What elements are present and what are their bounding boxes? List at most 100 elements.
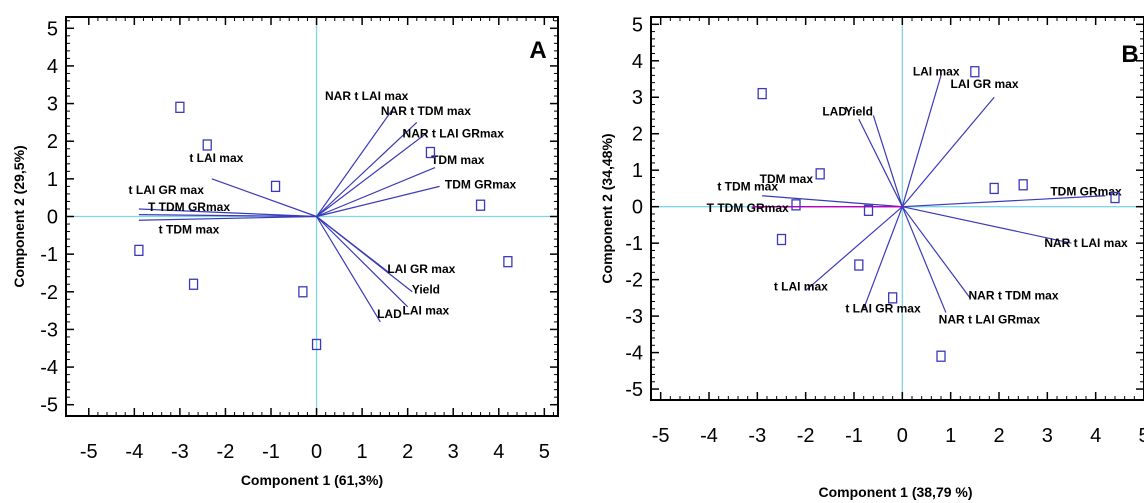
y-axis-title: Component 2 (34,48%) <box>599 133 615 283</box>
y-tick-label: -1 <box>625 233 643 255</box>
x-tick-label: -5 <box>80 441 98 463</box>
y-tick-label: -3 <box>625 306 643 328</box>
y-tick-label: -3 <box>40 319 58 341</box>
y-tick-label: 5 <box>47 18 58 40</box>
y-tick-label: 5 <box>632 14 643 36</box>
score-point <box>175 101 185 113</box>
score-point <box>503 256 513 268</box>
x-tick-label: 1 <box>357 441 368 463</box>
x-tick-label: -1 <box>845 425 863 447</box>
loading-vector <box>901 75 942 207</box>
score-point <box>1110 191 1120 204</box>
loading-vector <box>316 216 409 308</box>
y-tick-label: 2 <box>47 131 58 153</box>
vector-label: NAR t TDM max <box>381 104 471 118</box>
y-tick-label: -4 <box>625 343 643 365</box>
x-tick-label: 0 <box>311 441 322 463</box>
loading-vector <box>762 195 903 208</box>
x-tick-label: 4 <box>1090 425 1101 447</box>
vector-label: LAI max <box>403 303 450 317</box>
y-tick-label: -5 <box>40 395 58 417</box>
loading-vector <box>863 206 903 310</box>
vector-label: t LAI GR max <box>845 301 921 315</box>
vector-label: TDM GRmax <box>445 177 517 191</box>
vector-label: TDM GRmax <box>1050 185 1122 199</box>
vector-label: NAR t LAI max <box>1044 236 1128 250</box>
vector-label: LAD <box>377 307 402 321</box>
vector-label: Yield <box>412 283 440 297</box>
x-tick-label: 0 <box>897 425 908 447</box>
y-tick-label: 4 <box>47 56 58 78</box>
loading-vector <box>316 106 395 217</box>
vector-label: NAR t TDM max <box>968 289 1058 303</box>
score-point <box>863 204 874 216</box>
score-point <box>188 278 199 290</box>
y-tick-label: 3 <box>47 94 58 116</box>
loading-vector <box>901 206 971 299</box>
score-point <box>936 350 946 362</box>
x-tick-label: 4 <box>493 441 504 463</box>
loading-vector <box>316 133 427 217</box>
x-tick-label: -4 <box>125 441 143 463</box>
y-tick-label: -4 <box>40 357 58 379</box>
x-tick-label: 5 <box>539 441 550 463</box>
x-tick-label: -2 <box>217 441 235 463</box>
score-point <box>791 199 801 211</box>
x-axis-title: Component 1 (38,79 %) <box>818 484 972 500</box>
y-tick-label: -2 <box>625 270 643 292</box>
vector-label: T TDM GRmax <box>707 201 789 215</box>
score-point <box>1018 179 1028 191</box>
x-tick-label: -1 <box>262 441 280 463</box>
y-tick-label: 4 <box>632 51 643 73</box>
vector-label: NAR t LAI GRmax <box>403 126 505 140</box>
y-tick-label: 2 <box>632 124 643 146</box>
vector-label: LAI max <box>913 64 960 78</box>
loading-vector <box>316 121 418 217</box>
vector-label: t LAI GR max <box>129 183 205 197</box>
score-point <box>475 199 486 211</box>
vector-label: LAI GR max <box>387 262 455 276</box>
biplot-panel-a: -5 -4 -3 -2 -1 0 1 2 3 4 5 -5 -4 -3 -2 -1 0 1 2 3 4 5 NAR t LA… <box>11 16 559 488</box>
x-tick-label: 3 <box>448 441 459 463</box>
score-point <box>854 259 864 271</box>
vector-label: NAR t LAI max <box>325 89 409 103</box>
loading-vector <box>858 118 903 207</box>
panel-label: A <box>529 37 546 64</box>
score-point <box>776 233 787 246</box>
vector-label: t TDM max <box>717 179 778 193</box>
y-tick-label: 0 <box>47 207 58 229</box>
loading-vector <box>138 215 317 221</box>
y-tick-label: -5 <box>625 379 643 401</box>
loading-vector <box>902 206 1072 244</box>
x-tick-label: -2 <box>797 425 815 447</box>
y-tick-label: -2 <box>40 282 58 304</box>
loading-vector <box>805 206 903 292</box>
x-tick-label: 2 <box>993 425 1004 447</box>
loading-vector <box>901 206 947 313</box>
x-tick-label: -4 <box>700 425 718 447</box>
y-tick-label: 3 <box>632 87 643 109</box>
loading-vector <box>211 178 317 218</box>
score-point <box>757 87 767 100</box>
vector-label: T TDM GRmax <box>148 200 230 214</box>
vector-label: NAR t LAI GRmax <box>939 312 1041 326</box>
score-point <box>970 66 980 78</box>
loading-vector <box>316 216 381 323</box>
score-point <box>989 182 999 195</box>
score-point <box>202 139 212 151</box>
vector-label: LAI GR max <box>950 77 1018 91</box>
score-point <box>298 286 308 298</box>
vector-label: Yield <box>845 104 873 118</box>
x-tick-label: -3 <box>171 441 189 463</box>
score-point <box>270 180 281 193</box>
x-tick-label: 1 <box>945 425 956 447</box>
loading-vector <box>316 185 440 218</box>
y-axis-title: Component 2 (29,5%) <box>11 145 27 287</box>
loading-vector <box>901 96 995 208</box>
y-tick-label: 1 <box>632 160 643 182</box>
plot-frame <box>650 16 1144 401</box>
loading-vector <box>316 216 413 293</box>
loading-vector <box>902 195 1106 208</box>
